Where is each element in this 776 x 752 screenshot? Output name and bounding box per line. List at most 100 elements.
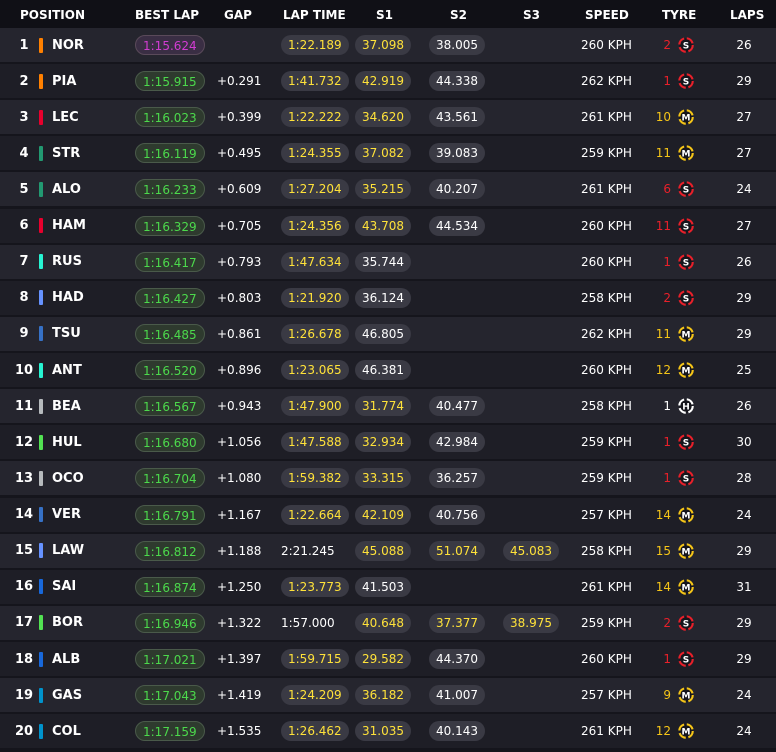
- position-number: 8: [19, 290, 29, 306]
- table-row[interactable]: 3 LEC 1:16.023 +0.399 1:22.222 34.620 43.561 26…: [0, 100, 776, 135]
- gap-value: +1.167: [217, 507, 262, 522]
- driver-code[interactable]: RUS: [52, 254, 82, 270]
- driver-code[interactable]: PIA: [52, 73, 77, 89]
- table-row[interactable]: 10 ANT 1:16.520 +0.896 1:23.065 46.381 260 KPH…: [0, 353, 776, 388]
- driver-code[interactable]: HAD: [52, 290, 84, 306]
- driver-code[interactable]: TSU: [52, 326, 81, 342]
- table-header: POSITION BEST LAP GAP LAP TIME S1 S2 S3 …: [0, 0, 776, 30]
- tyre-age: 1: [663, 74, 671, 89]
- position-number: 12: [14, 434, 34, 450]
- driver-code[interactable]: NOR: [52, 37, 84, 53]
- driver-code[interactable]: ALO: [52, 181, 81, 197]
- table-row[interactable]: 14 VER 1:16.791 +1.167 1:22.664 42.109 40.756 2…: [0, 497, 776, 532]
- speed-value: 261 KPH: [581, 182, 632, 197]
- table-row[interactable]: 11 BEA 1:16.567 +0.943 1:47.900 31.774 40.477 2…: [0, 389, 776, 424]
- table-row[interactable]: 17 BOR 1:16.946 +1.322 1:57.000 40.648 37.377 3…: [0, 605, 776, 640]
- table-row[interactable]: 16 SAI 1:16.874 +1.250 1:23.773 41.503 261 KPH…: [0, 569, 776, 604]
- s2-time: 41.007: [429, 685, 485, 706]
- table-row[interactable]: 15 LAW 1:16.812 +1.188 2:21.245 45.088 51.074 4…: [0, 533, 776, 568]
- driver-code[interactable]: ALB: [52, 651, 81, 667]
- table-row[interactable]: 4 STR 1:16.119 +0.495 1:24.355 37.082 39.083 25…: [0, 136, 776, 171]
- s1-cell: 41.503: [355, 570, 411, 604]
- driver-code[interactable]: OCO: [52, 470, 84, 486]
- soft-tyre-icon: S: [678, 217, 694, 234]
- team-color-bar: [39, 109, 43, 125]
- driver-code[interactable]: HUL: [52, 434, 82, 450]
- driver-code[interactable]: HAM: [52, 218, 86, 234]
- best-lap-time: 1:17.043: [135, 685, 205, 706]
- header-tyre[interactable]: TYRE: [662, 8, 697, 22]
- header-gap[interactable]: GAP: [224, 8, 252, 22]
- s3-time: 38.975: [503, 612, 559, 633]
- header-s1[interactable]: S1: [376, 8, 393, 22]
- best-lap-time: 1:16.119: [135, 143, 205, 164]
- table-row[interactable]: 19 GAS 1:17.043 +1.419 1:24.209 36.182 41.007 2…: [0, 678, 776, 713]
- s1-cell: 36.182: [355, 678, 411, 712]
- laps-value: 31: [736, 579, 752, 594]
- driver-code[interactable]: VER: [52, 507, 81, 523]
- header-s3[interactable]: S3: [523, 8, 540, 22]
- table-row[interactable]: 7 RUS 1:16.417 +0.793 1:47.634 35.744 260 KPH 1…: [0, 244, 776, 279]
- driver-code[interactable]: GAS: [52, 687, 83, 703]
- position-number: 9: [19, 326, 29, 342]
- s2-cell: 41.007: [429, 678, 485, 712]
- team-color-bar-cell: [39, 570, 43, 604]
- s2-cell: 40.207: [429, 172, 485, 206]
- driver-code[interactable]: BEA: [52, 398, 81, 414]
- speed-value: 258 KPH: [581, 543, 632, 558]
- s1-cell: 35.744: [355, 245, 411, 279]
- tyre-compound-letter: S: [683, 475, 689, 485]
- position-number: 6: [19, 218, 29, 234]
- best-lap-cell: 1:17.043: [135, 678, 205, 712]
- driver-code[interactable]: SAI: [52, 579, 77, 595]
- team-color-bar: [39, 579, 43, 595]
- header-position[interactable]: POSITION: [20, 8, 85, 22]
- driver-code[interactable]: ANT: [52, 362, 82, 378]
- best-lap-time: 1:17.021: [135, 649, 205, 670]
- lap-time: 1:47.588: [281, 432, 349, 453]
- driver-code[interactable]: BOR: [52, 615, 83, 631]
- tyre-compound-letter: M: [682, 547, 691, 557]
- medium-tyre-icon: M: [678, 687, 694, 703]
- driver-code[interactable]: LEC: [52, 109, 79, 125]
- table-row[interactable]: 2 PIA 1:15.915 +0.291 1:41.732 42.919 44.338 26…: [0, 64, 776, 99]
- soft-tyre-icon: S: [678, 615, 694, 631]
- header-lap-time[interactable]: LAP TIME: [283, 8, 346, 22]
- tyre-compound-letter: S: [683, 655, 689, 665]
- table-row[interactable]: 9 TSU 1:16.485 +0.861 1:26.678 46.805 262 KPH 1…: [0, 316, 776, 351]
- lap-time-cell: 1:22.664: [281, 498, 349, 532]
- tyre-age: 14: [655, 507, 671, 522]
- lap-time: 1:41.732: [281, 71, 349, 92]
- best-lap-time: 1:16.329: [135, 215, 205, 236]
- laps-value: 27: [736, 146, 752, 161]
- header-best-lap[interactable]: BEST LAP: [135, 8, 200, 22]
- header-s2[interactable]: S2: [450, 8, 467, 22]
- driver-code[interactable]: STR: [52, 145, 81, 161]
- header-laps[interactable]: LAPS: [730, 8, 765, 22]
- table-row[interactable]: 20 COL 1:17.159 +1.535 1:26.462 31.035 40.143 2…: [0, 714, 776, 749]
- s3-time: 45.083: [503, 540, 559, 561]
- lap-time: 1:24.209: [281, 685, 349, 706]
- best-lap-time: 1:16.812: [135, 540, 205, 561]
- table-row[interactable]: 1 NOR 1:15.624 1:22.189 37.098 38.005 260 KPH 2…: [0, 28, 776, 62]
- s2-cell: 51.074: [429, 534, 485, 568]
- table-row[interactable]: 8 HAD 1:16.427 +0.803 1:21.920 36.124 258 KPH 2…: [0, 280, 776, 315]
- team-color-bar: [39, 615, 43, 631]
- best-lap-cell: 1:16.485: [135, 317, 205, 351]
- best-lap-cell: 1:16.946: [135, 606, 205, 640]
- driver-code[interactable]: COL: [52, 723, 81, 739]
- table-row[interactable]: 12 HUL 1:16.680 +1.056 1:47.588 32.934 42.984 2…: [0, 425, 776, 460]
- table-row[interactable]: 6 HAM 1:16.329 +0.705 1:24.356 43.708 44.534 26…: [0, 208, 776, 243]
- header-speed[interactable]: SPEED: [585, 8, 629, 22]
- table-row[interactable]: 18 ALB 1:17.021 +1.397 1:59.715 29.582 44.370 2…: [0, 642, 776, 677]
- lap-time: 1:26.678: [281, 323, 349, 344]
- driver-code[interactable]: LAW: [52, 543, 85, 559]
- s2-cell: 39.083: [429, 136, 485, 170]
- table-row[interactable]: 13 OCO 1:16.704 +1.080 1:59.382 33.315 36.257 2…: [0, 461, 776, 496]
- table-row[interactable]: 5 ALO 1:16.233 +0.609 1:27.204 35.215 40.207 26…: [0, 172, 776, 207]
- laps-value: 29: [736, 615, 752, 630]
- lap-time-cell: 1:47.900: [281, 389, 349, 423]
- laps-value: 29: [736, 652, 752, 667]
